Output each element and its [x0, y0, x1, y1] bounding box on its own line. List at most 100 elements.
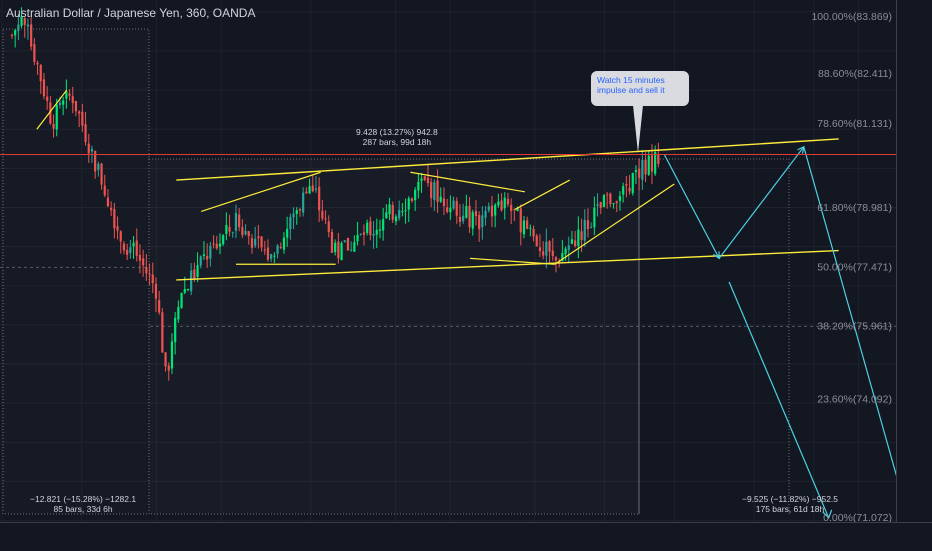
candle-body	[26, 24, 30, 27]
candle-body	[100, 163, 103, 185]
candle-body	[254, 238, 257, 246]
candle-body	[388, 204, 391, 215]
candle-body	[487, 206, 490, 211]
candle-body	[110, 207, 113, 211]
candle-body	[62, 100, 65, 105]
measure-right-line2: 175 bars, 61d 18h	[755, 504, 825, 514]
candle-body	[414, 189, 417, 201]
candle-body	[273, 255, 276, 257]
candle-body	[174, 317, 177, 343]
projection-segment	[718, 146, 805, 259]
candle-body	[538, 247, 542, 251]
candle-body	[247, 231, 250, 237]
candle-body	[369, 221, 372, 235]
measure-label-right: −9.525 (−11.82%) −952.5 175 bars, 61d 18…	[742, 494, 838, 514]
candle-body	[612, 203, 615, 205]
candle-body	[356, 234, 359, 242]
pattern-trend-line	[554, 183, 675, 265]
candle-body	[65, 91, 68, 99]
candle-body	[238, 214, 241, 228]
candle-body	[186, 289, 190, 291]
price-axis[interactable]	[896, 0, 932, 522]
candle-body	[545, 241, 548, 256]
candle-body	[657, 153, 660, 165]
candle-body	[353, 242, 356, 252]
candle-body	[474, 211, 478, 217]
measurement-boxes	[0, 28, 896, 515]
candle-body	[183, 289, 186, 293]
candle-body	[222, 235, 225, 245]
candle-body	[129, 247, 132, 253]
candle-body	[366, 222, 369, 234]
fib-level-label: 100.00%(83.869)	[811, 11, 892, 23]
candle-body	[295, 210, 298, 214]
candle-body	[20, 16, 23, 26]
candle-body	[167, 365, 170, 371]
candle-body	[554, 257, 558, 261]
candle-body	[218, 243, 222, 247]
measure-left-line1: −12.821 (−15.28%) −1282.1	[30, 494, 137, 504]
callout-note[interactable]: Watch 15 minutes impulse and sell it	[591, 71, 689, 106]
candle-body	[465, 206, 468, 218]
candle-body	[58, 102, 62, 105]
candle-body	[282, 237, 286, 250]
candle-body	[468, 205, 471, 228]
measure-box-top	[148, 158, 640, 515]
candle-body	[199, 256, 202, 266]
candle-body	[270, 254, 273, 259]
candle-body	[321, 210, 324, 219]
fib-labels: 100.00%(83.869) 88.60%(82.411) 78.60%(81.1…	[811, 11, 892, 524]
candle-body	[586, 220, 590, 230]
candle-body	[257, 236, 260, 239]
measure-top-line2: 287 bars, 99d 18h	[362, 137, 432, 147]
candle-body	[305, 191, 308, 194]
candle-body	[266, 247, 270, 260]
candle-body	[634, 170, 638, 172]
candle-body	[452, 200, 455, 209]
candle-body	[161, 312, 164, 353]
candle-body	[628, 187, 631, 192]
candle-body	[593, 207, 596, 228]
candle-body	[362, 232, 366, 235]
candle-body	[449, 207, 452, 213]
candle-body	[318, 186, 321, 211]
candle-body	[68, 93, 71, 96]
candle-body	[426, 177, 430, 184]
fib-level-label: 78.60%(81.131)	[817, 118, 892, 130]
candle-body	[526, 220, 529, 229]
candle-body	[55, 104, 58, 130]
candle-body	[398, 210, 401, 219]
pattern-trend-line	[470, 257, 555, 265]
candle-body	[94, 150, 97, 172]
time-axis[interactable]	[0, 522, 932, 551]
candle-body	[244, 230, 247, 235]
candle-body	[276, 245, 279, 254]
candle-body	[340, 243, 343, 261]
candle-body	[311, 185, 314, 192]
candle-body	[324, 218, 327, 220]
candle-body	[228, 226, 231, 232]
candle-body	[378, 229, 382, 231]
candle-body	[570, 239, 574, 244]
candle-body	[532, 228, 535, 237]
candle-body	[234, 212, 238, 231]
candle-body	[177, 307, 180, 320]
candle-body	[46, 96, 49, 101]
candle-body	[36, 62, 39, 65]
candle-body	[497, 201, 500, 206]
candle-body	[106, 197, 110, 207]
candle-body	[462, 215, 465, 222]
candle-body	[513, 209, 516, 211]
projection-segment	[663, 154, 720, 259]
candle-body	[446, 207, 449, 212]
candle-body	[350, 249, 353, 251]
candle-body	[215, 243, 218, 249]
candle-body	[90, 148, 94, 152]
candle-body	[180, 292, 183, 308]
candle-body	[113, 209, 116, 229]
candle-body	[337, 241, 340, 259]
candle-body	[52, 123, 55, 129]
fib-level-label: 23.60%(74.092)	[817, 394, 892, 406]
candle-body	[158, 300, 161, 313]
